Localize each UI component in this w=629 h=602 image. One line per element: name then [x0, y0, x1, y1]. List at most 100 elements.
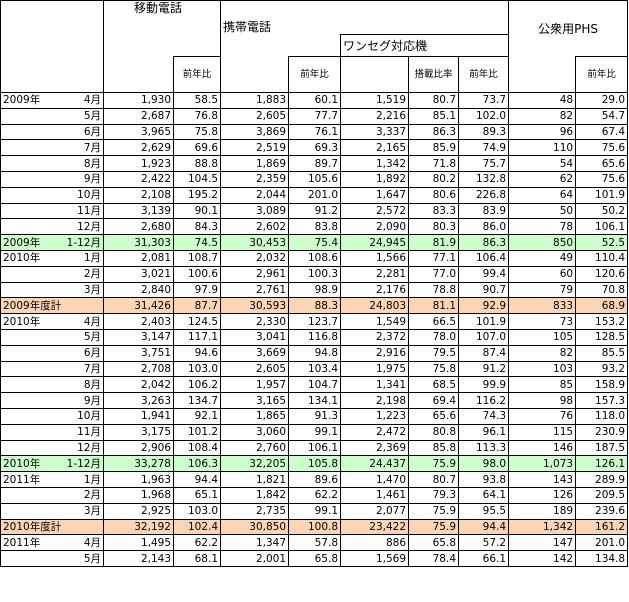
table-header: 移動電話 携帯電話 公衆用PHS ワンセグ対応機 前年比 前年比 搭載比率 前年… — [0, 0, 629, 93]
value-cell: 33,278 — [103, 455, 174, 473]
value-cell: 106.1 — [288, 439, 342, 457]
period-cell: 6月 — [60, 123, 104, 141]
period-cell: 4月 — [60, 313, 104, 330]
value-cell: 2,359 — [220, 170, 290, 188]
value-cell: 1,549 — [340, 313, 410, 330]
value-cell: 49 — [508, 249, 577, 267]
value-cell: 78 — [508, 218, 577, 236]
table-row: 8月 2,042 106.2 1,957 104.7 1,341 68.5 99.9 85 158… — [0, 376, 629, 394]
period-cell: 3月 — [60, 281, 104, 299]
value-cell: 833 — [508, 297, 577, 315]
value-cell: 153.2 — [575, 313, 629, 330]
value-cell: 3,669 — [220, 344, 290, 362]
value-cell: 2,077 — [340, 502, 410, 520]
value-cell: 99.1 — [288, 502, 342, 520]
year-cell — [0, 407, 61, 425]
header-cell: 前年比 — [458, 56, 510, 93]
value-cell: 189 — [508, 502, 577, 520]
value-cell: 2,369 — [340, 439, 410, 457]
value-cell: 103.4 — [288, 360, 342, 378]
value-cell: 1,495 — [103, 534, 174, 552]
value-cell: 75.8 — [172, 123, 222, 141]
table-row: 11月 3,175 101.2 3,060 99.1 2,472 80.8 96.1 115 23… — [0, 423, 629, 441]
value-cell: 24,803 — [340, 297, 410, 315]
value-cell: 78.4 — [408, 550, 460, 567]
value-cell: 73.7 — [458, 92, 510, 109]
header-cell: ワンセグ対応機 — [340, 34, 510, 57]
value-cell: 75.9 — [408, 502, 460, 520]
value-cell: 91.2 — [458, 360, 510, 378]
value-cell: 1,223 — [340, 407, 410, 425]
value-cell: 94.4 — [172, 471, 222, 488]
value-cell: 85.1 — [408, 107, 460, 125]
value-cell: 54 — [508, 155, 577, 172]
value-cell: 886 — [340, 534, 410, 552]
value-cell: 80.6 — [408, 186, 460, 204]
value-cell: 2,680 — [103, 218, 174, 236]
value-cell: 126 — [508, 486, 577, 504]
year-cell: 2009年 — [0, 92, 61, 109]
period-cell: 8月 — [60, 376, 104, 394]
value-cell: 75.8 — [408, 360, 460, 378]
table-row: 6月 3,751 94.6 3,669 94.8 2,916 79.5 87.4 82 85.5 — [0, 344, 629, 362]
value-cell: 86.0 — [458, 218, 510, 236]
table-row: 2010年 1月 2,081 108.7 2,032 108.6 1,566 77.1 106.… — [0, 249, 629, 267]
value-cell: 1,923 — [103, 155, 174, 172]
value-cell: 3,041 — [220, 328, 290, 346]
value-cell: 2,143 — [103, 550, 174, 567]
value-cell: 88.8 — [172, 155, 222, 172]
value-cell: 90.7 — [458, 281, 510, 299]
value-cell: 90.1 — [172, 202, 222, 220]
value-cell: 161.2 — [575, 518, 629, 536]
value-cell: 82 — [508, 107, 577, 125]
value-cell: 58.5 — [172, 92, 222, 109]
value-cell: 146 — [508, 439, 577, 457]
value-cell: 83.9 — [458, 202, 510, 220]
year-cell — [0, 502, 61, 520]
value-cell: 103.0 — [172, 360, 222, 378]
value-cell: 69.4 — [408, 392, 460, 409]
value-cell: 68.9 — [575, 297, 629, 315]
value-cell: 82 — [508, 344, 577, 362]
table-row: 10月 1,941 92.1 1,865 91.3 1,223 65.6 74.3 76 118.… — [0, 407, 629, 425]
value-cell: 226.8 — [458, 186, 510, 204]
value-cell: 3,751 — [103, 344, 174, 362]
value-cell: 1,957 — [220, 376, 290, 394]
value-cell: 48 — [508, 92, 577, 109]
value-cell: 201.0 — [288, 186, 342, 204]
value-cell: 118.0 — [575, 407, 629, 425]
value-cell: 98 — [508, 392, 577, 409]
value-cell: 1,470 — [340, 471, 410, 488]
table-row: 2010年 1-12月 33,278 106.3 32,205 105.8 24,437 75… — [0, 455, 629, 473]
period-cell: 6月 — [60, 344, 104, 362]
value-cell: 113.3 — [458, 439, 510, 457]
period-cell: 5月 — [60, 550, 104, 567]
value-cell: 67.4 — [575, 123, 629, 141]
value-cell: 75.6 — [575, 139, 629, 157]
value-cell: 92.1 — [172, 407, 222, 425]
value-cell: 91.3 — [288, 407, 342, 425]
value-cell: 2,605 — [220, 107, 290, 125]
value-cell: 60.1 — [288, 92, 342, 109]
value-cell: 124.5 — [172, 313, 222, 330]
value-cell: 50 — [508, 202, 577, 220]
value-cell: 81.9 — [408, 234, 460, 251]
value-cell: 98.9 — [288, 281, 342, 299]
value-cell: 147 — [508, 534, 577, 552]
year-cell — [0, 139, 61, 157]
period-cell: 11月 — [60, 423, 104, 441]
value-cell: 83.8 — [288, 218, 342, 236]
value-cell: 3,165 — [220, 392, 290, 409]
value-cell: 117.1 — [172, 328, 222, 346]
year-cell — [0, 155, 61, 172]
period-cell: 7月 — [60, 360, 104, 378]
value-cell: 104.5 — [172, 170, 222, 188]
value-cell: 2,090 — [340, 218, 410, 236]
value-cell: 101.2 — [172, 423, 222, 441]
value-cell: 101.9 — [575, 186, 629, 204]
period-cell: 8月 — [60, 155, 104, 172]
table-row: 9月 2,422 104.5 2,359 105.6 1,892 80.2 132.8 62 75… — [0, 170, 629, 188]
value-cell: 89.6 — [288, 471, 342, 488]
value-cell: 71.8 — [408, 155, 460, 172]
table-row: 10月 2,108 195.2 2,044 201.0 1,647 80.6 226.8 64 1… — [0, 186, 629, 204]
